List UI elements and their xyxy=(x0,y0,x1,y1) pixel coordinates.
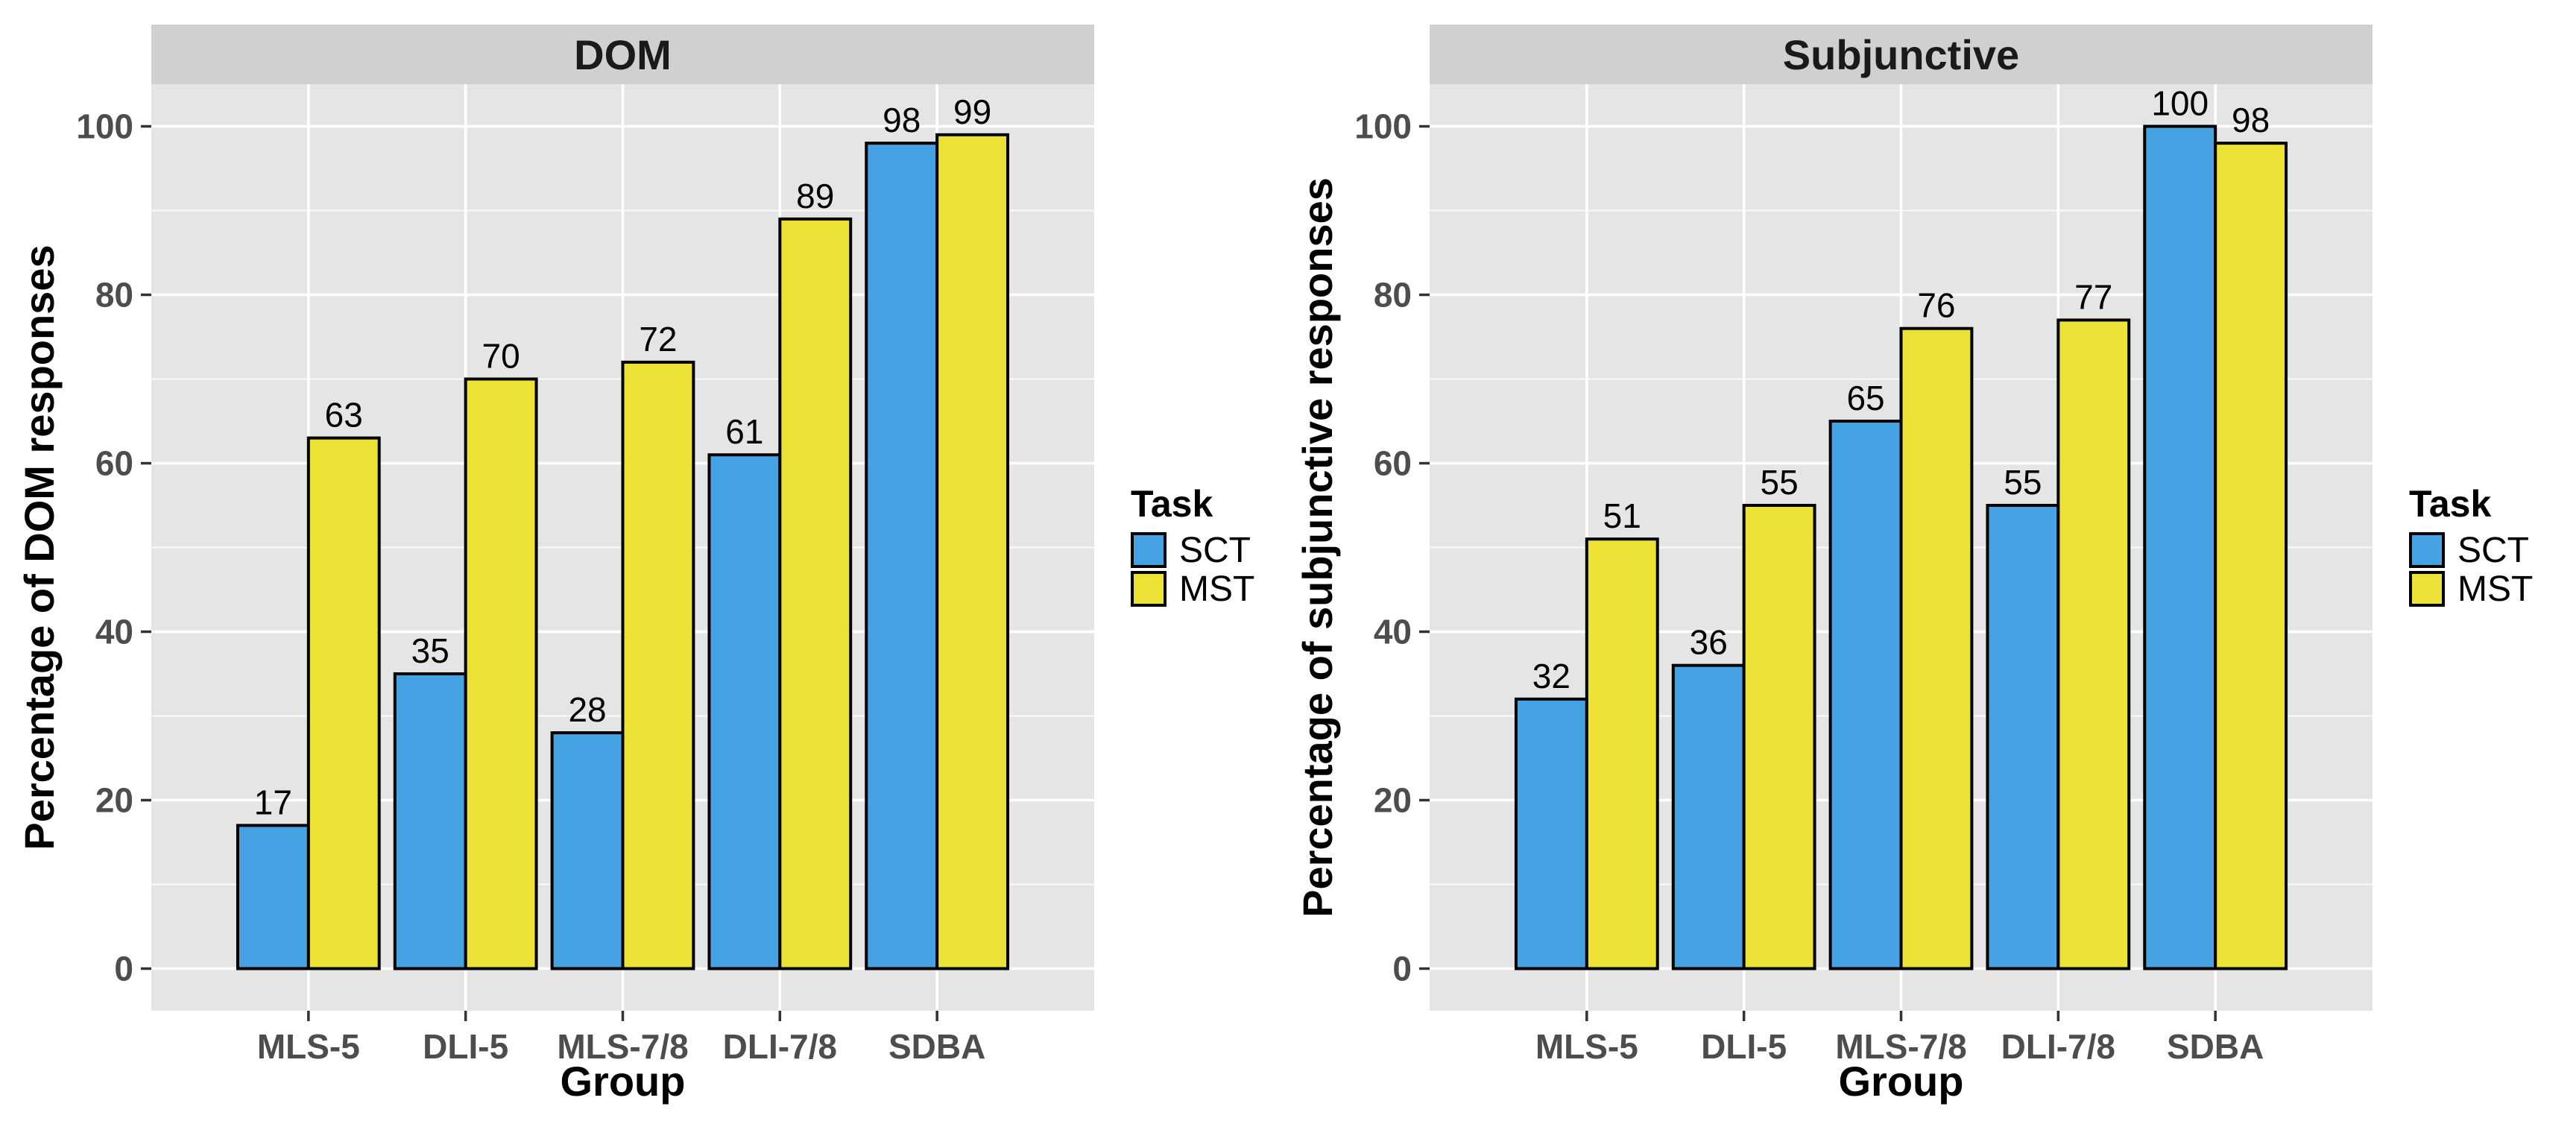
y-axis-title: Percentage of DOM responses xyxy=(16,244,63,850)
x-tick-label: DLI-7/8 xyxy=(2001,1027,2115,1066)
y-tick-label: 80 xyxy=(1374,276,1412,315)
y-tick-label: 80 xyxy=(95,276,133,315)
legend-key-sct xyxy=(2409,532,2445,568)
y-tick-label: 60 xyxy=(1374,444,1412,483)
legend-label-sct: SCT xyxy=(1179,531,1251,570)
bar-mst-dli-5 xyxy=(1742,504,1816,970)
y-tick-label: 100 xyxy=(76,107,133,146)
strip-title: DOM xyxy=(574,31,672,78)
panel-1: Subjunctive 32 51 36 55 65 76 55 77 100 98 0 20 40 60 8… xyxy=(1294,25,2533,1105)
data-label: 99 xyxy=(953,92,991,131)
data-label: 100 xyxy=(2151,84,2209,123)
legend-label-sct: SCT xyxy=(2457,531,2529,570)
y-tick-label: 0 xyxy=(114,950,133,988)
bar-sct-mls-7-8 xyxy=(550,731,625,970)
bar-mst-sdba xyxy=(935,133,1010,970)
data-label: 98 xyxy=(2232,101,2270,139)
x-tick-label: SDBA xyxy=(888,1027,985,1066)
y-tick-label: 100 xyxy=(1354,107,1412,146)
data-label: 77 xyxy=(2074,277,2112,316)
data-label: 98 xyxy=(883,101,921,139)
data-label: 72 xyxy=(639,320,677,359)
data-label: 55 xyxy=(2004,463,2042,502)
bar-mst-dli-7-8 xyxy=(778,217,853,970)
legend-label-mst: MST xyxy=(1179,569,1254,609)
x-tick-label: SDBA xyxy=(2167,1027,2264,1066)
legend-title: Task xyxy=(1131,483,1213,525)
x-tick-label: MLS-5 xyxy=(257,1027,360,1066)
data-label: 51 xyxy=(1603,496,1641,535)
data-label: 61 xyxy=(725,412,763,451)
bar-sct-dli-7-8 xyxy=(1986,504,2060,970)
x-tick-label: DLI-7/8 xyxy=(723,1027,837,1066)
strip-0 xyxy=(151,25,1094,84)
legend-key-mst xyxy=(2409,571,2445,607)
data-label: 32 xyxy=(1532,657,1570,695)
bar-mst-dli-5 xyxy=(464,377,538,970)
y-tick-label: 40 xyxy=(1374,613,1412,651)
data-label: 35 xyxy=(411,631,449,670)
y-tick-label: 60 xyxy=(95,444,133,483)
legend-label-mst: MST xyxy=(2457,569,2533,609)
bar-sct-dli-5 xyxy=(1671,663,1746,970)
bar-mst-mls-5 xyxy=(1585,537,1659,970)
bar-sct-mls-7-8 xyxy=(1828,420,1903,970)
y-axis-title: Percentage of subjunctive responses xyxy=(1294,177,1341,918)
x-tick-label: MLS-5 xyxy=(1535,1027,1638,1066)
legend-key-sct xyxy=(1131,532,1167,568)
data-label: 17 xyxy=(254,783,292,821)
data-label: 63 xyxy=(325,396,363,435)
panel-0: DOM 17 63 35 70 28 72 61 89 98 99 0 20 40 60 80 100 MLS-5… xyxy=(16,25,1254,1105)
x-tick-label: DLI-5 xyxy=(423,1027,508,1066)
x-tick-label: MLS-7/8 xyxy=(557,1027,688,1066)
x-tick-label: DLI-5 xyxy=(1701,1027,1787,1066)
bar-mst-mls-5 xyxy=(306,436,381,970)
data-label: 55 xyxy=(1761,463,1799,502)
strip-title: Subjunctive xyxy=(1783,31,2019,78)
legend-key-mst xyxy=(1131,571,1167,607)
data-label: 70 xyxy=(482,337,520,376)
x-axis-title: Group xyxy=(561,1058,686,1105)
bar-mst-dli-7-8 xyxy=(2056,318,2131,970)
legend-title: Task xyxy=(2409,483,2491,525)
bar-sct-dli-5 xyxy=(393,672,467,970)
bar-sct-sdba xyxy=(865,142,939,970)
bar-mst-sdba xyxy=(2214,142,2288,970)
strip-1 xyxy=(1430,25,2373,84)
bar-sct-mls-5 xyxy=(1514,697,1588,970)
data-label: 65 xyxy=(1846,379,1884,417)
data-label: 28 xyxy=(568,690,606,729)
data-label: 76 xyxy=(1917,286,1955,325)
y-tick-label: 20 xyxy=(95,781,133,820)
bar-sct-mls-5 xyxy=(236,824,310,970)
bar-sct-dli-7-8 xyxy=(707,453,782,970)
x-tick-label: MLS-7/8 xyxy=(1835,1027,1966,1066)
data-label: 36 xyxy=(1690,623,1728,662)
x-axis-title: Group xyxy=(1839,1058,1964,1105)
y-tick-label: 40 xyxy=(95,613,133,651)
data-label: 89 xyxy=(796,177,834,215)
bar-mst-mls-7-8 xyxy=(621,360,695,970)
y-tick-label: 20 xyxy=(1374,781,1412,820)
bar-sct-sdba xyxy=(2143,124,2217,970)
y-tick-label: 0 xyxy=(1392,950,1412,988)
bar-mst-mls-7-8 xyxy=(1899,326,1974,970)
